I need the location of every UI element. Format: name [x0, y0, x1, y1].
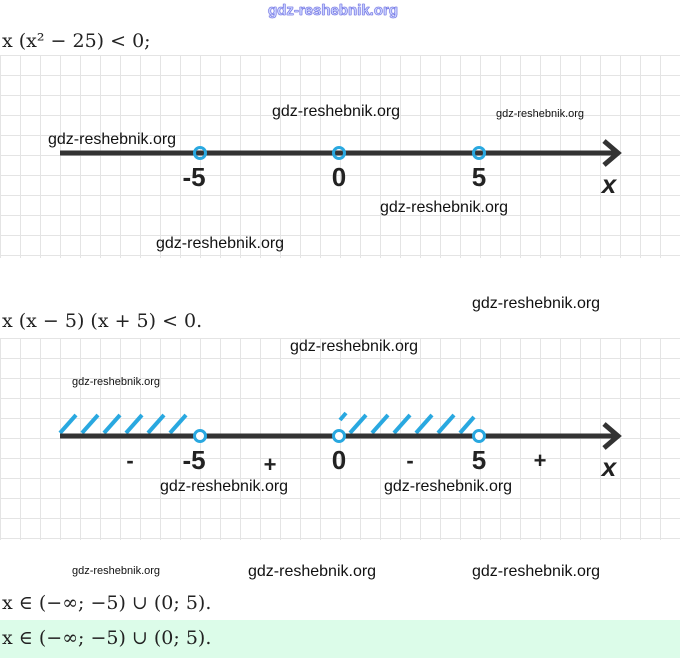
axis-label-x: x — [600, 169, 618, 199]
watermark: gdz-reshebnik.org — [72, 565, 161, 577]
sign-interval-1: - — [126, 448, 133, 473]
number-line-1: -5 0 5 x — [60, 139, 622, 199]
watermark: gdz-reshebnik.org — [384, 478, 513, 495]
shading-right — [338, 411, 476, 435]
sign-interval-4: + — [534, 448, 547, 473]
watermark: gdz-reshebnik.org — [380, 199, 509, 216]
answer-box: x ∈ (−∞; −5) ∪ (0; 5). — [0, 620, 680, 658]
sign-interval-3: - — [406, 448, 413, 473]
open-point-0 — [332, 146, 346, 160]
watermark: gdz-reshebnik.org — [272, 103, 401, 120]
watermark: gdz-reshebnik.org — [72, 376, 161, 388]
watermark: gdz-reshebnik.org — [248, 563, 377, 580]
inequality-factored: x (x − 5) (x + 5) < 0. — [2, 310, 203, 332]
watermark: gdz-reshebnik.org — [496, 108, 585, 120]
axis-arrow-icon — [602, 139, 622, 167]
shading-left — [58, 413, 188, 435]
open-point-0 — [332, 429, 346, 443]
watermark: gdz-reshebnik.org — [472, 563, 601, 580]
tick-label-0: 0 — [332, 162, 346, 192]
watermark: gdz-reshebnik.org — [160, 478, 289, 495]
watermark: gdz-reshebnik.org — [48, 131, 177, 148]
open-point-5 — [472, 429, 486, 443]
axis-label-x: x — [600, 452, 618, 482]
answer-text: x ∈ (−∞; −5) ∪ (0; 5). — [2, 627, 212, 649]
site-watermark-header[interactable]: gdz-reshebnik.org — [268, 2, 399, 19]
open-point-5 — [472, 146, 486, 160]
solution-set: x ∈ (−∞; −5) ∪ (0; 5). — [2, 592, 212, 614]
inequality-original: x (x² − 25) < 0; — [2, 30, 151, 52]
axis-arrow-icon — [602, 422, 622, 450]
open-point-neg5 — [193, 146, 207, 160]
watermark: gdz-reshebnik.org — [472, 295, 601, 312]
number-line-1-grid — [0, 55, 680, 258]
tick-label-5: 5 — [472, 162, 486, 192]
number-line-2: -5 0 5 x - + - + — [58, 411, 622, 482]
sign-interval-2: + — [264, 452, 277, 477]
watermark: gdz-reshebnik.org — [290, 338, 419, 355]
tick-label-0: 0 — [332, 445, 346, 475]
watermark: gdz-reshebnik.org — [156, 235, 285, 252]
tick-label-neg5: -5 — [182, 162, 205, 192]
tick-label-neg5: -5 — [182, 445, 205, 475]
tick-label-5: 5 — [472, 445, 486, 475]
open-point-neg5 — [193, 429, 207, 443]
